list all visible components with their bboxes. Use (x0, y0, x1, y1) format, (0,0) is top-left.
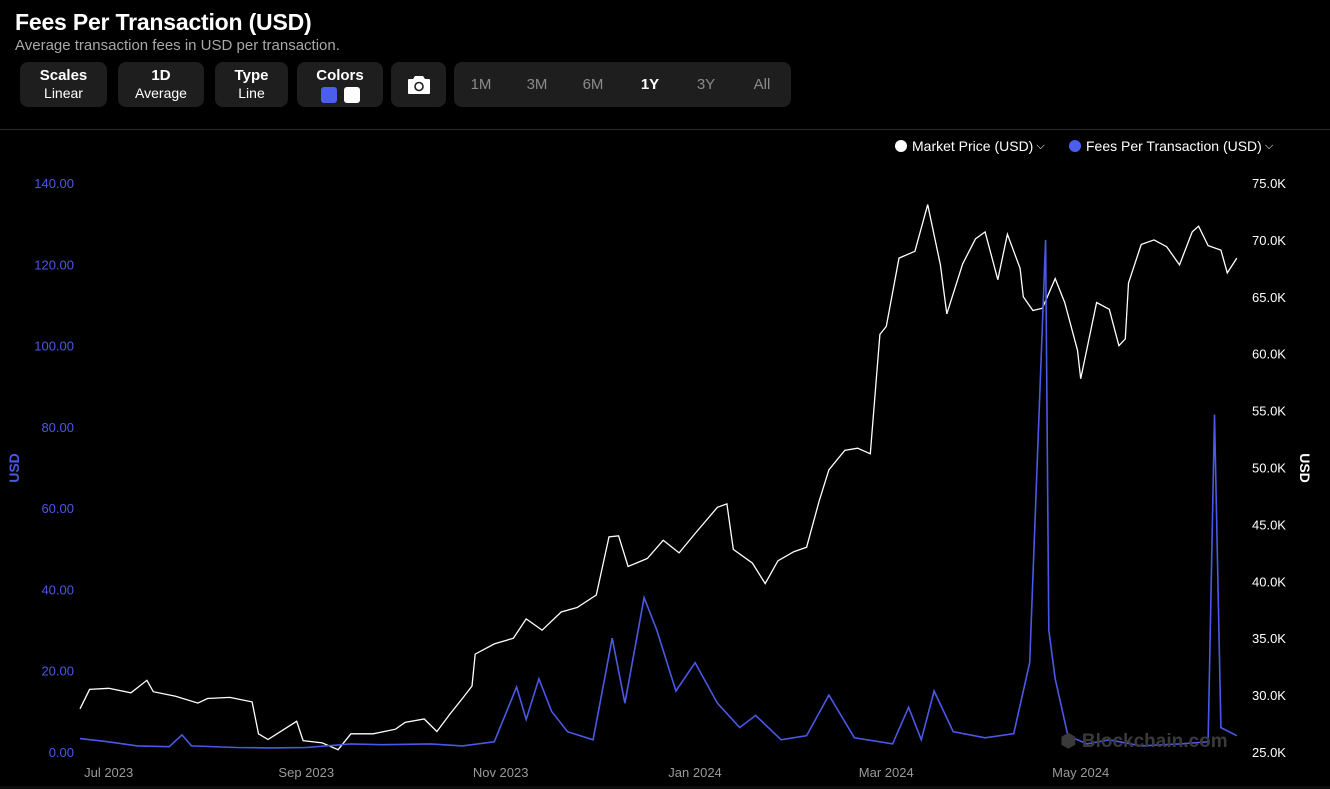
scales-button[interactable]: Scales Linear (20, 62, 107, 107)
y-tick-left: 60.00 (41, 501, 74, 516)
type-label: Type (234, 67, 269, 84)
page-title: Fees Per Transaction (USD) (15, 9, 312, 35)
time-range-selector: 1M 3M 6M 1Y 3Y All (454, 62, 791, 107)
colors-label: Colors (316, 66, 364, 84)
y-tick-left: 140.00 (34, 176, 74, 191)
scales-label: Scales (39, 67, 88, 84)
y-tick-right: 45.0K (1252, 517, 1286, 532)
series-line-fees (79, 239, 1238, 749)
screenshot-button[interactable] (391, 62, 446, 107)
range-1m[interactable]: 1M (470, 76, 492, 93)
legend-market-price[interactable]: Market Price (USD) ⌵ (895, 138, 1045, 154)
y-tick-right: 55.0K (1252, 404, 1286, 419)
y-tick-left: 40.00 (41, 582, 74, 597)
interval-label: 1D (151, 67, 171, 84)
series-line-market-price (79, 204, 1238, 751)
watermark-logo: ⬢ Blockchain.com (1060, 731, 1228, 752)
range-6m[interactable]: 6M (582, 76, 604, 93)
x-tick: Nov 2023 (473, 765, 529, 780)
y-tick-right: 75.0K (1252, 176, 1286, 191)
y-tick-left: 0.00 (49, 745, 74, 760)
header-divider (0, 129, 1330, 130)
page-subtitle: Average transaction fees in USD per tran… (15, 37, 340, 54)
y-tick-right: 60.0K (1252, 347, 1286, 362)
range-3m[interactable]: 3M (526, 76, 548, 93)
range-3y[interactable]: 3Y (696, 76, 716, 93)
type-value: Line (238, 85, 265, 101)
x-tick: Jan 2024 (668, 765, 722, 780)
x-tick: Sep 2023 (278, 765, 334, 780)
x-tick: Mar 2024 (859, 765, 914, 780)
legend-dot-price (895, 140, 907, 152)
bottom-bar (0, 786, 1330, 789)
y-tick-right: 25.0K (1252, 745, 1286, 760)
chevron-down-icon: ⌵ (1264, 139, 1274, 152)
range-1y[interactable]: 1Y (640, 76, 660, 93)
y-tick-right: 70.0K (1252, 233, 1286, 248)
x-tick: May 2024 (1052, 765, 1109, 780)
legend-label-price: Market Price (USD) (912, 138, 1034, 154)
y-tick-left: 100.00 (34, 339, 74, 354)
watermark-text: Blockchain.com (1081, 731, 1228, 752)
colors-button[interactable]: Colors (297, 62, 383, 107)
y-tick-right: 50.0K (1252, 461, 1286, 476)
color-swatch-fees[interactable] (320, 86, 337, 103)
camera-icon (407, 75, 430, 94)
y-axis-right-label: USD (1297, 453, 1313, 483)
legend-fees[interactable]: Fees Per Transaction (USD) ⌵ (1069, 138, 1273, 154)
type-button[interactable]: Type Line (215, 62, 288, 107)
y-axis-left-label: USD (6, 453, 22, 483)
y-tick-right: 40.0K (1252, 574, 1286, 589)
y-tick-right: 65.0K (1252, 290, 1286, 305)
color-swatch-price[interactable] (343, 86, 360, 103)
legend-dot-fees (1069, 140, 1081, 152)
y-tick-right: 30.0K (1252, 688, 1286, 703)
y-tick-right: 35.0K (1252, 631, 1286, 646)
scales-value: Linear (44, 85, 83, 101)
y-tick-left: 80.00 (41, 420, 74, 435)
interval-value: Average (135, 85, 187, 101)
interval-button[interactable]: 1D Average (118, 62, 204, 107)
chevron-down-icon: ⌵ (1036, 139, 1045, 152)
y-tick-left: 20.00 (41, 664, 74, 679)
legend-label-fees: Fees Per Transaction (USD) (1086, 138, 1262, 154)
range-all[interactable]: All (753, 76, 771, 93)
y-tick-left: 120.00 (34, 257, 74, 272)
x-tick: Jul 2023 (84, 765, 133, 780)
